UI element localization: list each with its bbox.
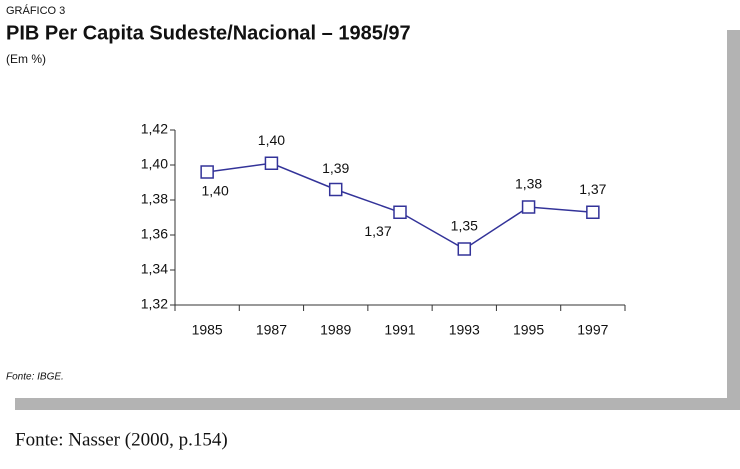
- value-label: 1,39: [322, 160, 349, 176]
- y-tick-label: 1,34: [141, 261, 168, 277]
- chart-subtitle: (Em %): [6, 52, 46, 66]
- x-tick-label: 1995: [513, 322, 544, 338]
- value-label: 1,40: [202, 183, 229, 199]
- marker: [457, 242, 472, 256]
- value-label: 1,40: [258, 132, 285, 148]
- shadow: [727, 30, 740, 410]
- x-tick-label: 1991: [384, 322, 415, 338]
- y-tick-label: 1,36: [141, 226, 168, 242]
- marker: [521, 200, 536, 214]
- source: Fonte: IBGE.: [6, 372, 64, 383]
- chart-label: GRÁFICO 3: [6, 4, 65, 17]
- marker: [586, 205, 600, 219]
- x-tick-label: 1985: [192, 322, 223, 338]
- x-tick-label: 1989: [320, 322, 351, 338]
- y-tick-label: 1,42: [141, 121, 168, 137]
- caption: Fonte: Nasser (2000, p.154): [15, 429, 228, 450]
- y-tick-label: 1,32: [141, 296, 168, 312]
- y-tick-label: 1,38: [141, 191, 168, 207]
- value-label: 1,38: [515, 176, 542, 192]
- marker: [264, 156, 279, 170]
- panel: [4, 0, 727, 398]
- x-tick-label: 1993: [449, 322, 480, 338]
- chart-title: PIB Per Capita Sudeste/Nacional – 1985/9…: [6, 22, 411, 44]
- x-tick-label: 1987: [256, 322, 287, 338]
- value-label: 1,37: [579, 181, 606, 197]
- marker: [393, 205, 407, 219]
- shadow: [15, 398, 740, 410]
- marker: [328, 182, 343, 197]
- value-label: 1,35: [451, 218, 478, 234]
- value-label: 1,37: [364, 223, 391, 239]
- marker: [200, 165, 214, 179]
- y-tick-label: 1,40: [141, 156, 168, 172]
- x-tick-label: 1997: [577, 322, 608, 338]
